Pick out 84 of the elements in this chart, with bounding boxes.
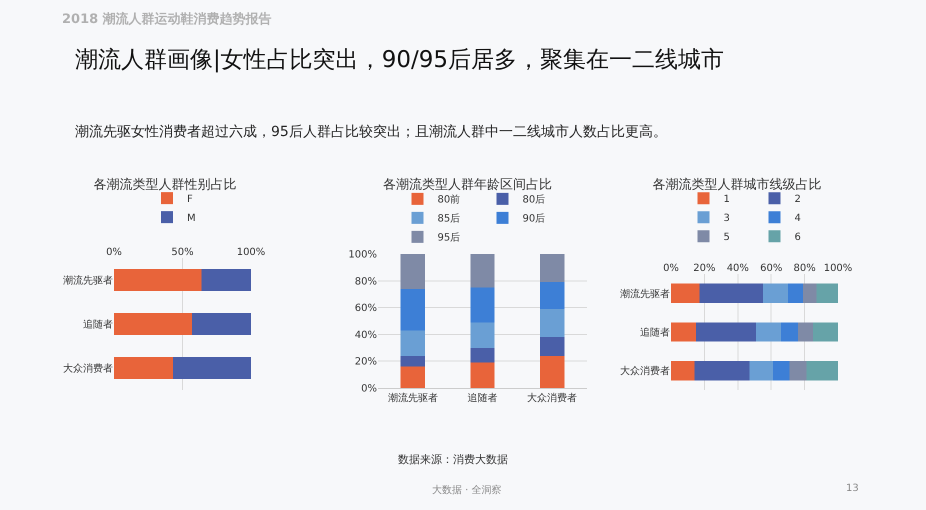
y-tick-label: 潮流先驱者: [620, 288, 670, 300]
bar: [671, 361, 694, 380]
bar: [114, 313, 192, 335]
bar: [816, 284, 838, 303]
bar: [781, 322, 798, 342]
bar: [400, 254, 426, 289]
bar: [114, 357, 173, 379]
legend-label: 2: [794, 194, 801, 206]
bar: [470, 348, 495, 363]
bar: [400, 356, 426, 367]
bar: [790, 361, 806, 380]
x-tick-label: 100%: [236, 247, 266, 258]
bar: [470, 322, 495, 348]
legend-label: 6: [794, 232, 801, 244]
chart-title: 各潮流类型人群城市线级占比: [652, 176, 822, 192]
legend-label: 1: [724, 194, 730, 206]
bar: [671, 322, 696, 342]
x-tick-label: 100%: [824, 263, 852, 274]
legend-label: 85后: [438, 212, 460, 225]
x-tick-label: 0%: [663, 263, 679, 274]
bar: [671, 284, 700, 303]
legend-label: 3: [724, 213, 730, 224]
y-tick-label: 大众消费者: [63, 362, 113, 374]
bar: [540, 337, 564, 356]
bar: [114, 269, 202, 291]
bar: [694, 361, 750, 380]
bar: [798, 322, 813, 342]
legend-label: 80前: [438, 194, 460, 206]
y-tick-label: 40%: [354, 330, 377, 341]
bar: [470, 362, 495, 388]
bar: [540, 356, 564, 388]
bar: [400, 366, 426, 388]
x-tick-label: 大众消费者: [527, 392, 578, 404]
y-tick-label: 80%: [354, 276, 377, 288]
x-tick-label: 60%: [760, 263, 782, 274]
bar: [812, 322, 838, 342]
text: 潮流先驱女性消费者超过六成，95后人群占比较突出；且潮流人群中一二线城市人数占比更高。: [75, 123, 667, 141]
legend-label: F: [187, 194, 193, 205]
y-tick-label: 60%: [354, 303, 377, 314]
text: 13: [846, 483, 859, 494]
legend-label: 80后: [522, 194, 546, 206]
bar: [772, 361, 790, 380]
y-tick-label: 0%: [361, 384, 377, 394]
x-tick-label: 50%: [171, 247, 194, 258]
bar: [540, 254, 564, 282]
legend-label: 5: [724, 232, 730, 244]
x-tick-label: 20%: [693, 263, 716, 274]
bar: [470, 288, 495, 322]
y-tick-label: 大众消费者: [620, 365, 670, 378]
bar: [699, 284, 763, 303]
y-tick-label: 潮流先驱者: [63, 274, 113, 286]
x-tick-label: 追随者: [468, 392, 498, 404]
bar: [400, 330, 426, 356]
x-tick-label: 80%: [793, 263, 816, 274]
legend-label: M: [187, 213, 196, 224]
legend-label: 90后: [522, 212, 546, 225]
bar: [192, 313, 251, 335]
bar: [762, 284, 788, 303]
bar: [400, 288, 426, 330]
x-tick-label: 40%: [726, 263, 749, 274]
x-tick-label: 0%: [106, 247, 122, 258]
bar: [806, 361, 838, 380]
text: 2018 潮流人群运动鞋消费趋势报告: [62, 10, 272, 28]
chart-title: 各潮流类型人群年龄区间占比: [383, 176, 552, 193]
bar: [756, 322, 782, 342]
chart-title: 各潮流类型人群性别占比: [94, 176, 236, 192]
bar: [802, 284, 816, 303]
legend-label: 4: [794, 213, 801, 224]
y-tick-label: 20%: [354, 356, 377, 368]
bar: [540, 308, 564, 338]
y-tick-label: 追随者: [83, 318, 113, 330]
legend-label: 95后: [438, 232, 460, 244]
bar: [696, 322, 756, 342]
bar: [540, 282, 564, 309]
bar: [788, 284, 803, 303]
source-note: 数据来源：消费大数据: [398, 452, 508, 467]
bar: [749, 361, 773, 380]
y-tick-label: 追随者: [640, 326, 670, 338]
bar: [172, 357, 251, 379]
text: 大数据 · 全洞察: [432, 484, 502, 497]
text: 潮流人群画像|女性占比突出，90/95后居多，聚集在一二线城市: [75, 46, 724, 75]
bar: [202, 269, 251, 291]
bar: [470, 254, 495, 288]
x-tick-label: 潮流先驱者: [388, 392, 438, 404]
